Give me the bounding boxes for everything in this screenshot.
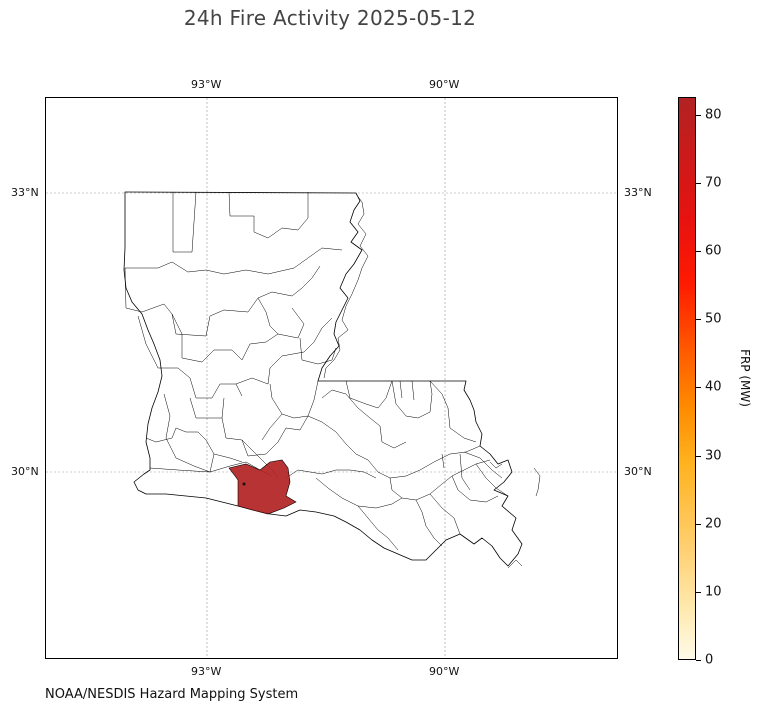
colorbar-tick-mark — [696, 319, 701, 321]
colorbar-title: FRP (MW) — [738, 349, 752, 407]
frp-colorbar — [678, 97, 696, 660]
lat-tick-left-33n: 33°N — [11, 186, 39, 199]
colorbar-tick-mark — [696, 660, 701, 661]
colorbar-tick-label: 0 — [705, 652, 714, 668]
colorbar-tick-mark — [696, 591, 701, 593]
fire-detection-point[interactable] — [242, 482, 246, 486]
coastal-islands — [489, 461, 541, 569]
fire-parish-highlight[interactable] — [228, 459, 297, 515]
colorbar-tick-mark — [696, 114, 701, 116]
colorbar-tick-mark — [696, 182, 701, 184]
data-source-credit: NOAA/NESDIS Hazard Mapping System — [45, 687, 299, 702]
lat-tick-left-30n: 30°N — [11, 465, 39, 478]
map-title: 24h Fire Activity 2025-05-12 — [183, 6, 477, 30]
colorbar-tick-label: 10 — [705, 584, 722, 600]
colorbar-tick-mark — [696, 251, 701, 253]
parish-boundaries — [124, 191, 509, 551]
colorbar-tick-label: 50 — [705, 311, 722, 327]
lon-tick-top-93w: 93°W — [191, 78, 222, 91]
lat-tick-right-33n: 33°N — [624, 186, 652, 199]
colorbar-tick-label: 30 — [705, 448, 722, 464]
colorbar-tick-label: 70 — [705, 175, 722, 191]
lon-tick-bottom-93w: 93°W — [191, 665, 222, 678]
louisiana-map — [46, 98, 617, 658]
colorbar-tick-label: 60 — [705, 243, 722, 259]
louisiana-state-outline — [123, 191, 523, 567]
map-panel[interactable] — [45, 97, 618, 659]
lon-tick-top-90w: 90°W — [429, 78, 460, 91]
colorbar-tick-label: 40 — [705, 379, 722, 395]
lat-tick-right-30n: 30°N — [624, 465, 652, 478]
graticule — [46, 98, 617, 658]
lon-tick-bottom-90w: 90°W — [429, 665, 460, 678]
colorbar-tick-mark — [696, 455, 701, 457]
colorbar-tick-label: 80 — [705, 107, 722, 123]
colorbar-tick-label: 20 — [705, 516, 722, 532]
colorbar-tick-mark — [696, 523, 701, 525]
mississippi-river — [323, 193, 369, 379]
colorbar-tick-mark — [696, 387, 701, 389]
